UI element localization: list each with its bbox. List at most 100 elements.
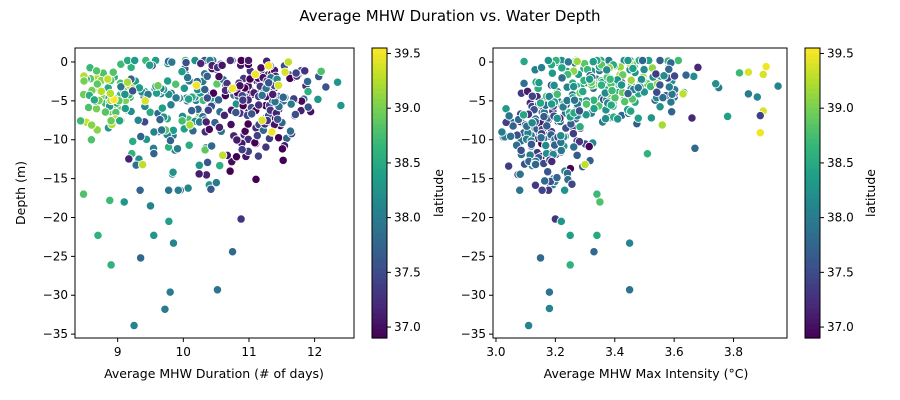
- colorbar-segment: [805, 238, 820, 244]
- scatter-point: [687, 113, 697, 123]
- colorbar-tick-label: 37.5: [827, 265, 854, 279]
- scatter-point: [516, 145, 526, 155]
- colorbar-segment: [372, 248, 387, 254]
- scatter-point: [592, 189, 602, 199]
- scatter-point: [273, 133, 284, 143]
- y-tick-label: −15: [461, 172, 486, 186]
- scatter-point: [168, 238, 179, 248]
- scatter-point: [578, 86, 588, 97]
- scatter-point: [519, 78, 529, 89]
- colorbar-segment: [805, 153, 820, 159]
- scatter-point: [690, 143, 700, 153]
- scatter-point: [135, 185, 145, 195]
- scatter-point: [162, 76, 173, 86]
- scatter-point: [602, 65, 612, 75]
- colorbar-segment: [805, 123, 820, 129]
- colorbar-segment: [372, 83, 387, 89]
- colorbar-tick-label: 37.0: [394, 320, 421, 334]
- scatter-point: [278, 92, 288, 102]
- scatter-point: [202, 71, 212, 81]
- scatter-point: [536, 133, 546, 143]
- scatter-point: [251, 174, 261, 185]
- scatter-point: [116, 82, 126, 92]
- colorbar-segment: [805, 128, 820, 134]
- colorbar-segment: [372, 273, 387, 279]
- scatter-point: [191, 80, 202, 90]
- scatter-point: [624, 285, 635, 295]
- scatter-point: [530, 180, 541, 190]
- colorbar-segment: [805, 333, 820, 339]
- scatter-point: [120, 89, 130, 99]
- scatter-point: [659, 71, 669, 81]
- colorbar-segment: [372, 223, 387, 229]
- colorbar-segment: [805, 283, 820, 289]
- scatter-point: [642, 149, 653, 159]
- y-tick-label: −10: [461, 133, 486, 147]
- scatter-point: [108, 67, 118, 77]
- colorbar-segment: [805, 98, 820, 104]
- colorbar-segment: [805, 313, 820, 319]
- scatter-point: [623, 55, 633, 66]
- scatter-point: [664, 64, 674, 74]
- scatter-point: [254, 100, 264, 110]
- colorbar-segment: [805, 208, 820, 214]
- colorbar-segment: [805, 78, 820, 84]
- colorbar-segment: [372, 123, 387, 129]
- scatter-point: [200, 84, 210, 95]
- scatter-point: [536, 62, 547, 73]
- scatter-point: [238, 95, 248, 105]
- scatter-point: [153, 81, 163, 91]
- scatter-point: [181, 57, 191, 68]
- scatter-point: [497, 127, 507, 137]
- colorbar-segment: [372, 163, 387, 169]
- colorbar-segment: [805, 228, 820, 234]
- scatter-point: [574, 136, 585, 147]
- scatter-point: [232, 135, 242, 145]
- y-tick-label: −25: [43, 249, 68, 263]
- colorbar-label-right: latitude: [863, 169, 878, 217]
- scatter-point: [206, 184, 216, 194]
- colorbar-segment: [372, 78, 387, 84]
- scatter-point: [105, 195, 115, 206]
- scatter-point: [261, 142, 271, 152]
- scatter-point: [92, 79, 102, 89]
- colorbar-segment: [805, 133, 820, 139]
- scatter-point: [225, 166, 235, 176]
- scatter-point: [185, 120, 195, 130]
- scatter-point: [321, 82, 331, 92]
- x-tick-label: 12: [307, 345, 322, 359]
- scatter-point: [557, 63, 567, 73]
- scatter-point: [569, 95, 580, 105]
- colorbar-segment: [805, 253, 820, 259]
- scatter-point: [503, 161, 514, 171]
- y-tick-label: −5: [468, 94, 486, 108]
- scatter-point: [213, 95, 224, 105]
- colorbar-segment: [805, 318, 820, 324]
- scatter-point: [206, 141, 217, 151]
- scatter-point: [124, 154, 134, 164]
- scatter-point: [734, 68, 745, 78]
- scatter-point: [624, 238, 635, 248]
- scatter-point: [243, 119, 253, 129]
- colorbar-segment: [372, 108, 387, 114]
- colorbar-segment: [372, 98, 387, 104]
- scatter-point: [544, 303, 555, 314]
- scatter-point: [540, 176, 550, 186]
- x-tick-label: 10: [176, 345, 191, 359]
- colorbar-segment: [805, 303, 820, 309]
- colorbar-segment: [372, 318, 387, 324]
- scatter-point: [518, 110, 529, 120]
- colorbar-segment: [805, 93, 820, 99]
- colorbar-segment: [372, 168, 387, 174]
- scatter-point: [336, 100, 346, 111]
- scatter-point: [544, 287, 555, 297]
- scatter-point: [171, 93, 181, 103]
- y-tick-label: −35: [461, 327, 486, 341]
- scatter-point: [149, 148, 159, 159]
- scatter-point: [128, 136, 138, 147]
- scatter-point: [243, 55, 254, 66]
- scatter-point: [588, 57, 598, 67]
- scatter-point: [693, 62, 703, 73]
- scatter-point: [592, 230, 602, 241]
- scatter-point: [543, 55, 553, 66]
